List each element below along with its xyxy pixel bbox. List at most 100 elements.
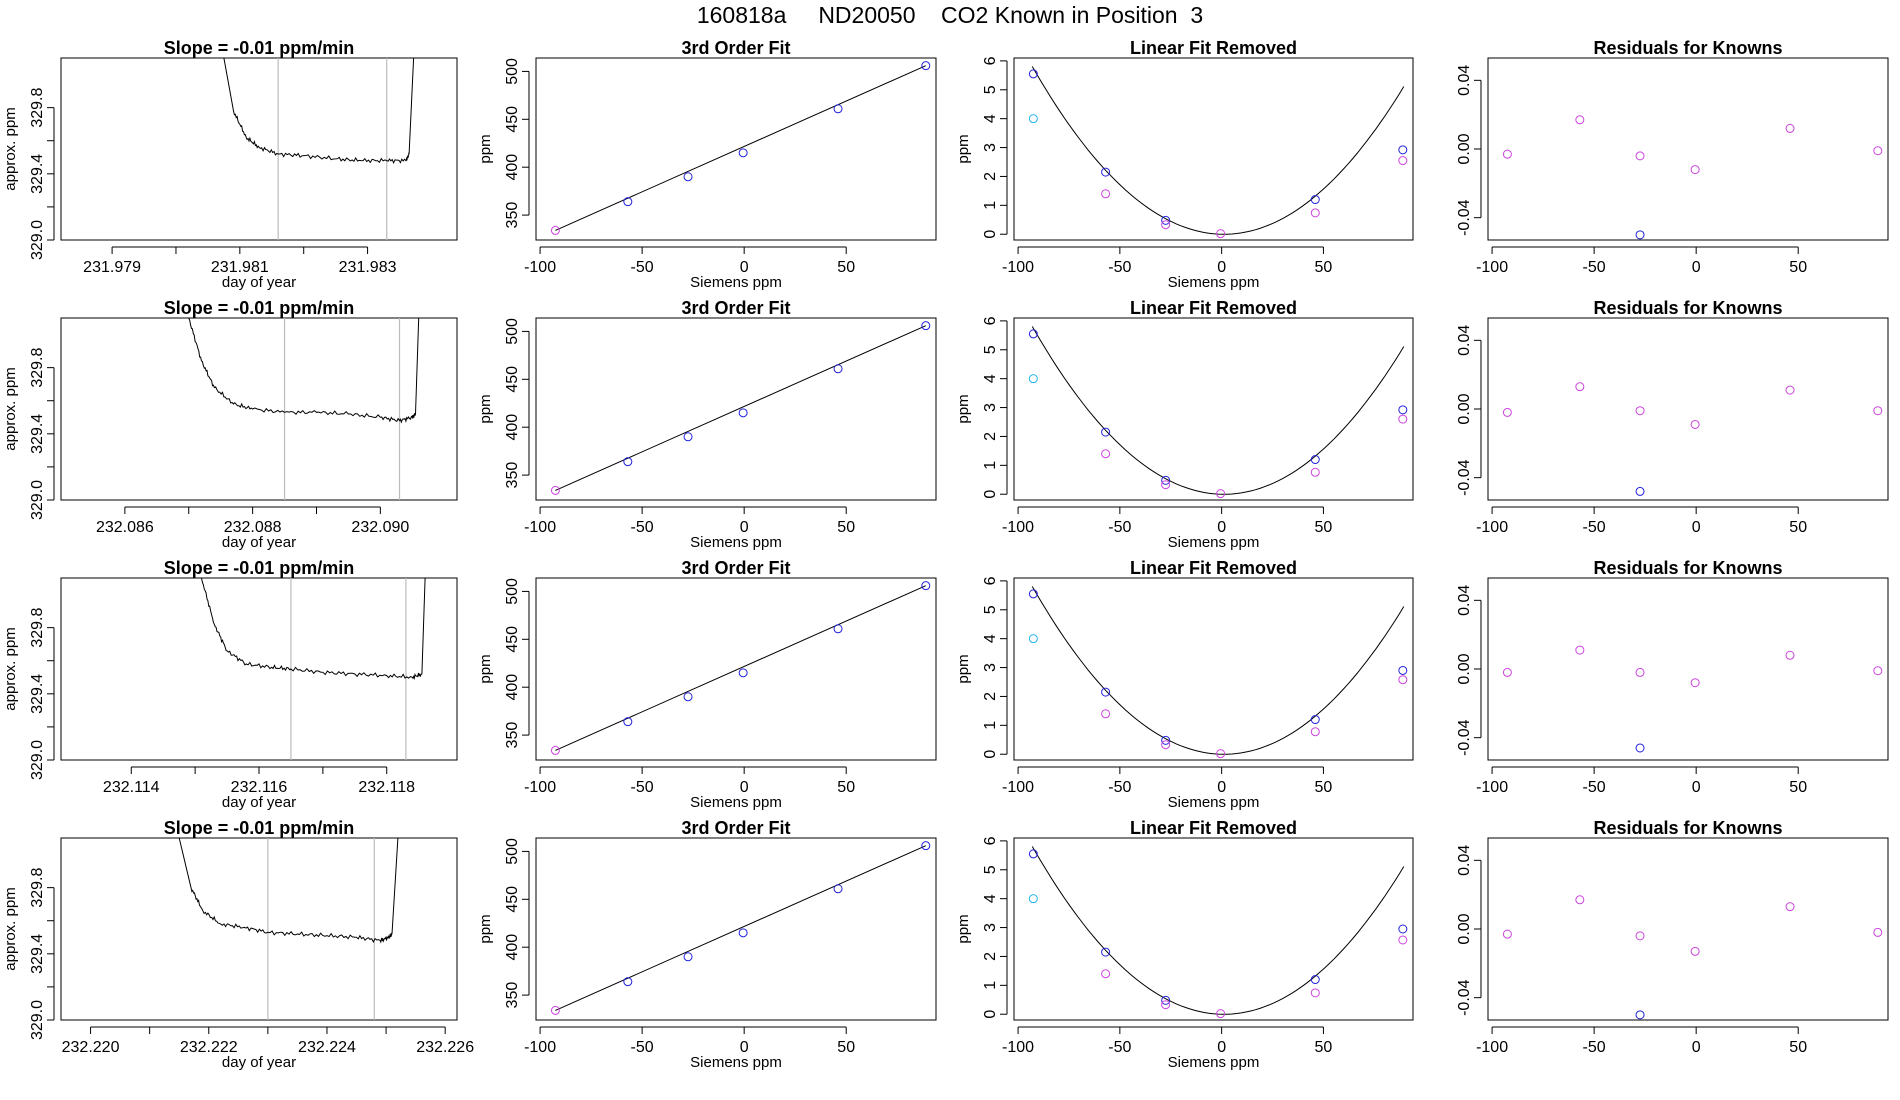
y-tick-label: 329.0	[29, 220, 46, 260]
residual-point	[1161, 995, 1171, 1005]
known-point	[623, 457, 633, 467]
y-tick-label: 2	[982, 692, 999, 701]
residual-point	[1028, 374, 1038, 384]
x-tick-label: -100	[524, 519, 556, 536]
residual-point	[1310, 975, 1320, 985]
panel-title: 3rd Order Fit	[681, 38, 790, 58]
y-tick-label: 350	[504, 722, 521, 749]
ppm-trace-line	[178, 838, 399, 944]
y-tick-label: -0.04	[1456, 459, 1473, 496]
y-axis-label: ppm	[955, 914, 972, 943]
x-tick-label: 0	[1692, 1039, 1701, 1056]
y-tick-label: 6	[982, 316, 999, 325]
data-layer	[1502, 895, 1883, 1020]
y-axis-label: ppm	[477, 654, 494, 683]
panel-fit-row1: 3rd Order Fit -100 -50 0 50 Siemens ppm 350 400…	[477, 38, 937, 291]
y-tick-label: 329.4	[29, 934, 46, 974]
panel-title: Linear Fit Removed	[1130, 38, 1297, 58]
x-axis-label: Siemens ppm	[1168, 534, 1260, 551]
x-axis-label: Siemens ppm	[690, 794, 782, 811]
y-tick-label: 500	[504, 838, 521, 865]
known-point	[738, 148, 748, 158]
data-layer	[223, 58, 415, 240]
y-tick-label: 450	[504, 106, 521, 133]
y-tick-label: 0.00	[1456, 913, 1473, 944]
known-point	[683, 952, 693, 962]
y-tick-label: 329.4	[29, 674, 46, 714]
x-tick-label: -100	[1002, 259, 1034, 276]
x-tick-label: 232.088	[224, 519, 282, 536]
y-tick-label: 329.0	[29, 1000, 46, 1040]
known-point	[550, 225, 560, 235]
x-tick-label: -100	[1476, 519, 1508, 536]
residual-point	[1161, 215, 1171, 225]
y-tick-label: 329.4	[29, 414, 46, 454]
x-axis-label: Siemens ppm	[690, 1054, 782, 1071]
x-tick-label: 232.090	[351, 519, 409, 536]
y-axis-label: approx. ppm	[2, 367, 19, 450]
y-tick-label: 2	[982, 432, 999, 441]
residual-point	[1161, 475, 1171, 485]
x-tick-label: 0	[1692, 259, 1701, 276]
data-layer	[1028, 326, 1408, 499]
y-tick-label: 3	[982, 923, 999, 932]
x-tick-label: 232.224	[298, 1039, 356, 1056]
panel-title: Residuals for Knowns	[1593, 298, 1782, 318]
y-tick-label: 400	[504, 154, 521, 181]
known-residual-point	[1635, 486, 1645, 496]
panel-title: Linear Fit Removed	[1130, 298, 1297, 318]
residual-point	[1398, 665, 1408, 675]
plot-frame	[1013, 57, 1414, 241]
y-tick-label: 3	[982, 403, 999, 412]
y-tick-label: 0.00	[1456, 393, 1473, 424]
known-point	[833, 884, 843, 894]
plot-frame	[60, 577, 458, 761]
y-tick-label: 0	[982, 490, 999, 499]
panel-residuals-row4: Residuals for Knowns -100 -50 0 50 -0.04 0.00 0…	[1456, 818, 1889, 1056]
panel-residuals-row1: Residuals for Knowns -100 -50 0 50 -0.04 0.00 0…	[1456, 38, 1889, 276]
y-tick-label: 0.04	[1456, 65, 1473, 96]
y-axis-label: ppm	[955, 394, 972, 423]
known-point	[550, 1005, 560, 1015]
panel-trace-row2: Slope = -0.01 ppm/min 232.086 232.088 232.0…	[2, 298, 458, 551]
known-point	[833, 364, 843, 374]
y-tick-label: 329.4	[29, 154, 46, 194]
y-tick-label: 6	[982, 576, 999, 585]
y-tick-label: 2	[982, 172, 999, 181]
known-residual-point	[1502, 149, 1512, 159]
panel-title: Residuals for Knowns	[1593, 558, 1782, 578]
data-layer	[188, 318, 420, 500]
y-axis-label: ppm	[955, 134, 972, 163]
y-tick-label: 4	[982, 894, 999, 903]
y-axis-label: approx. ppm	[2, 107, 19, 190]
x-tick-label: 232.222	[180, 1039, 238, 1056]
plot-frame	[1013, 837, 1414, 1021]
x-tick-label: 50	[1315, 519, 1333, 536]
y-tick-label: 1	[982, 461, 999, 470]
panel-title: 3rd Order Fit	[681, 298, 790, 318]
y-tick-label: 3	[982, 663, 999, 672]
x-tick-label: 50	[1789, 519, 1807, 536]
x-tick-label: 50	[837, 779, 855, 796]
panel-title: Slope = -0.01 ppm/min	[164, 38, 355, 58]
x-tick-label: -100	[524, 259, 556, 276]
x-tick-label: 0	[740, 779, 749, 796]
y-tick-label: 4	[982, 114, 999, 123]
data-layer	[550, 581, 931, 755]
quadratic-fit-curve	[1031, 326, 1405, 495]
known-point	[738, 928, 748, 938]
panel-residuals-row2: Residuals for Knowns -100 -50 0 50 -0.04 0.00 0…	[1456, 298, 1889, 536]
data-layer	[178, 838, 399, 1020]
y-tick-label: 329.8	[29, 348, 46, 388]
known-residual-point	[1690, 165, 1700, 175]
quadratic-fit-curve	[1031, 846, 1405, 1015]
x-tick-label: 0	[1692, 519, 1701, 536]
x-axis-label: day of year	[222, 274, 296, 291]
plot-frame	[535, 57, 937, 241]
known-residual-point	[1575, 115, 1585, 125]
data-layer	[550, 321, 931, 495]
residual-point	[1398, 675, 1408, 685]
plot-frame	[1013, 577, 1414, 761]
known-point	[921, 581, 931, 591]
